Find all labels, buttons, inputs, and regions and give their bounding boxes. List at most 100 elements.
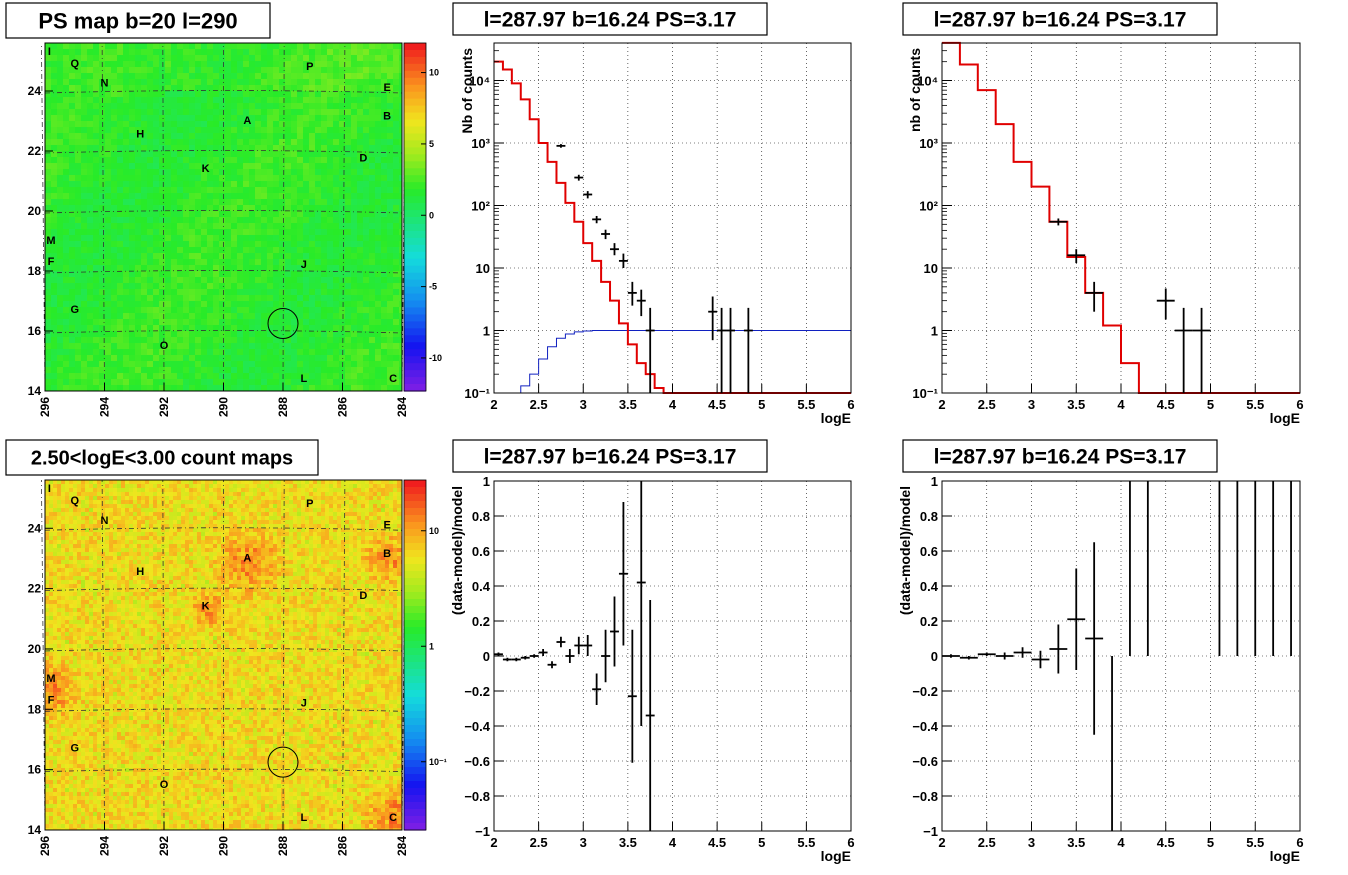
ps-map-cell	[321, 385, 327, 391]
ps-map-cell	[129, 295, 135, 301]
ps-map-cell	[333, 331, 339, 337]
ps-map-cell	[297, 295, 303, 301]
ps-map-cell	[375, 115, 381, 121]
ps-map-cell	[243, 343, 249, 349]
ps-map-cell	[123, 115, 129, 121]
ps-map-cell	[63, 211, 69, 217]
ps-map-cell	[243, 139, 249, 145]
ps-map-cell	[387, 307, 393, 313]
ps-map-cell	[303, 301, 309, 307]
ps-map-cell	[267, 277, 273, 283]
ps-map-cell	[129, 223, 135, 229]
ps-map-cell	[309, 241, 315, 247]
ps-map-cell	[345, 379, 351, 385]
ps-map-cell	[285, 235, 291, 241]
ps-map-cell	[399, 325, 402, 331]
count-map-cell	[365, 528, 369, 532]
ps-map-cell	[321, 319, 327, 325]
ps-map-cell	[141, 61, 147, 67]
count-map-cell	[205, 520, 209, 524]
ps-map-cell	[117, 247, 123, 253]
count-map-cell	[49, 536, 53, 540]
count-map-cell	[109, 488, 113, 492]
ps-map-cell	[87, 241, 93, 247]
ps-map-palette-seg	[404, 251, 426, 260]
count-map-cell	[257, 488, 261, 492]
ps-map-cell	[357, 367, 363, 373]
ps-map-cell	[171, 121, 177, 127]
count-map-cell	[169, 492, 173, 496]
source-label-K: K	[202, 163, 210, 175]
count-map-cell	[265, 484, 269, 488]
ps-map-cell	[189, 307, 195, 313]
ps-map-cell	[81, 61, 87, 67]
ps-map-cell	[159, 217, 165, 223]
count-map-cell	[317, 524, 321, 528]
count-map-cell	[121, 492, 125, 496]
ps-map-cell	[135, 139, 141, 145]
count-map-cell	[45, 524, 49, 528]
count-map-cell	[129, 512, 133, 516]
ps-map-cell	[111, 307, 117, 313]
ps-map-cell	[339, 43, 345, 49]
ps-map-cell	[219, 283, 225, 289]
ps-map-cell	[63, 295, 69, 301]
ps-map-cell	[51, 139, 57, 145]
count-map-cell	[229, 508, 233, 512]
ps-map-cell	[267, 271, 273, 277]
ps-map-cell	[105, 61, 111, 67]
ps-map-cell	[69, 379, 75, 385]
ps-map-cell	[219, 211, 225, 217]
count-map-cell	[317, 516, 321, 520]
ps-map-cell	[225, 121, 231, 127]
ps-map-cell	[171, 271, 177, 277]
count-map-cell	[113, 492, 117, 496]
ps-map-cell	[99, 319, 105, 325]
ps-map-cell	[261, 235, 267, 241]
ps-map-cell	[351, 337, 357, 343]
count-map-cell	[65, 484, 69, 488]
ps-map-cell	[105, 367, 111, 373]
ps-map-cell	[345, 277, 351, 283]
ps-map-cell	[195, 193, 201, 199]
ps-map-cell	[261, 67, 267, 73]
ps-map-cell	[87, 259, 93, 265]
count-map-cell	[93, 492, 97, 496]
ps-map-cell	[69, 205, 75, 211]
count-map-cell	[213, 484, 217, 488]
ps-map-cell	[51, 121, 57, 127]
count-map-cell	[357, 488, 361, 492]
ps-map-cell	[255, 289, 261, 295]
ps-map-cell	[99, 91, 105, 97]
count-map-cell	[221, 516, 225, 520]
count-map-cell	[257, 516, 261, 520]
ps-map-cell	[171, 163, 177, 169]
ps-map-cell	[51, 355, 57, 361]
ps-map-cell	[105, 73, 111, 79]
ps-map-cell	[363, 259, 369, 265]
ps-map-cell	[99, 367, 105, 373]
ps-map-cell	[345, 79, 351, 85]
ps-map-cell	[309, 61, 315, 67]
ps-map-cell	[309, 133, 315, 139]
count-map-cell	[305, 484, 309, 488]
ps-map-cell	[135, 217, 141, 223]
ps-map-cell	[363, 277, 369, 283]
count-map-cell	[377, 484, 381, 488]
count-map-cell	[189, 504, 193, 508]
ps-map-cell	[357, 337, 363, 343]
ps-map-cell	[171, 289, 177, 295]
ps-map-cell	[201, 217, 207, 223]
ps-map-cell	[261, 91, 267, 97]
count-map-cell	[117, 500, 121, 504]
ps-map-cell	[57, 283, 63, 289]
ps-map-cell	[63, 103, 69, 109]
ps-map-cell	[399, 79, 402, 85]
ps-map-cell	[369, 301, 375, 307]
count-map-cell	[397, 512, 401, 516]
ps-map-cell	[147, 241, 153, 247]
ps-map-cell	[75, 127, 81, 133]
count-map-cell	[145, 496, 149, 500]
ps-map-cell	[171, 115, 177, 121]
count-map-cell	[389, 532, 393, 536]
